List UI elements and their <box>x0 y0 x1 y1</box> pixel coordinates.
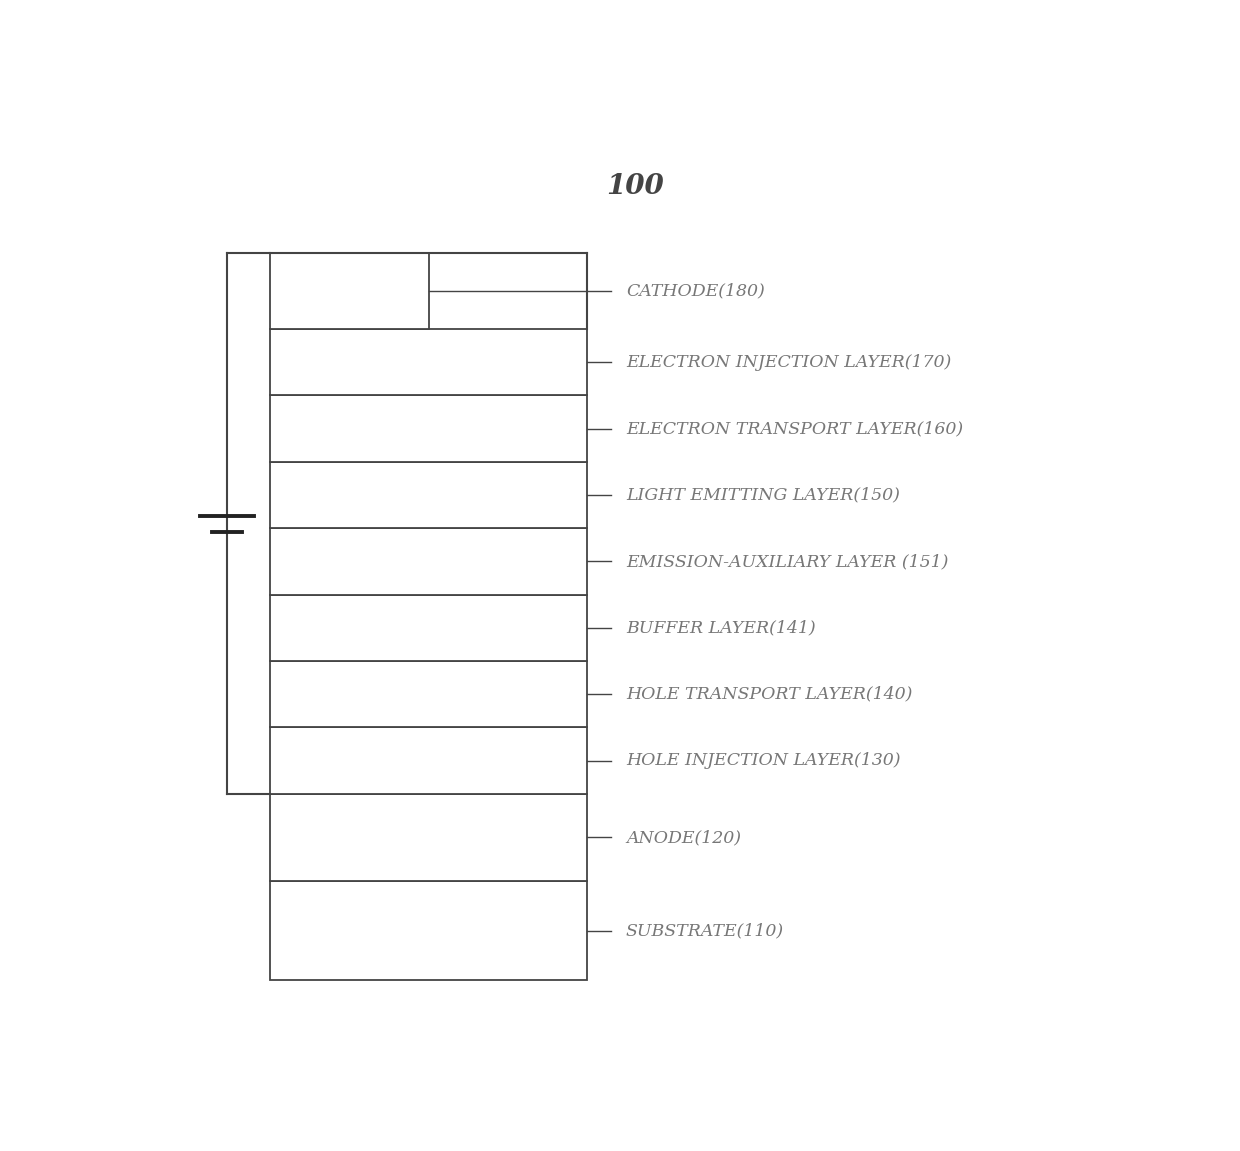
Text: ANODE(120): ANODE(120) <box>626 829 740 846</box>
Text: HOLE TRANSPORT LAYER(140): HOLE TRANSPORT LAYER(140) <box>626 686 913 702</box>
Text: CATHODE(180): CATHODE(180) <box>626 283 765 299</box>
Bar <box>270 881 588 981</box>
Bar <box>270 528 588 595</box>
Bar <box>270 462 588 528</box>
Bar <box>270 727 588 794</box>
Bar <box>270 329 588 396</box>
Text: BUFFER LAYER(141): BUFFER LAYER(141) <box>626 619 816 637</box>
Bar <box>270 253 429 329</box>
Text: LIGHT EMITTING LAYER(150): LIGHT EMITTING LAYER(150) <box>626 487 900 503</box>
Bar <box>270 794 588 881</box>
Text: EMISSION-AUXILIARY LAYER (151): EMISSION-AUXILIARY LAYER (151) <box>626 552 949 570</box>
Bar <box>270 595 588 661</box>
Bar <box>270 396 588 462</box>
Text: HOLE INJECTION LAYER(130): HOLE INJECTION LAYER(130) <box>626 752 900 769</box>
Text: 100: 100 <box>606 174 665 200</box>
Text: SUBSTRATE(110): SUBSTRATE(110) <box>626 922 784 939</box>
Bar <box>270 661 588 727</box>
Text: ELECTRON INJECTION LAYER(170): ELECTRON INJECTION LAYER(170) <box>626 353 951 371</box>
Text: ELECTRON TRANSPORT LAYER(160): ELECTRON TRANSPORT LAYER(160) <box>626 420 963 437</box>
